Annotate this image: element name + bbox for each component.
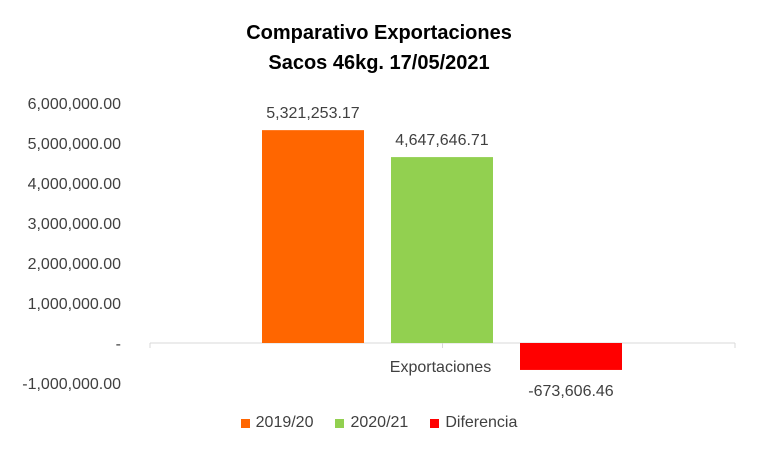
y-tick-label: 1,000,000.00 xyxy=(28,296,122,313)
category-label: Exportaciones xyxy=(390,359,491,376)
legend-swatch xyxy=(430,418,440,428)
chart-title: Comparativo Exportaciones xyxy=(246,22,512,44)
data-label: -673,606.46 xyxy=(528,383,614,400)
legend-label: 2019/20 xyxy=(255,414,314,431)
legend-label: Diferencia xyxy=(445,414,518,431)
y-tick-label: 3,000,000.00 xyxy=(28,216,122,233)
y-tick-label: 2,000,000.00 xyxy=(28,256,122,273)
y-tick-label: - xyxy=(116,336,121,353)
bar-2020-21 xyxy=(391,157,493,343)
y-tick-label: 5,000,000.00 xyxy=(28,136,122,153)
bar-2019-20 xyxy=(262,130,364,343)
y-tick-label: -1,000,000.00 xyxy=(22,376,121,393)
data-label: 4,647,646.71 xyxy=(395,132,489,149)
legend: 2019/20 2020/21 Diferencia xyxy=(0,414,758,432)
bar-diferencia xyxy=(520,343,622,370)
legend-swatch xyxy=(240,418,250,428)
legend-item-diferencia: Diferencia xyxy=(430,414,517,432)
data-label: 5,321,253.17 xyxy=(266,105,360,122)
legend-item-2019-20: 2019/20 xyxy=(240,414,314,432)
y-tick-label: 6,000,000.00 xyxy=(28,96,122,113)
legend-item-2020-21: 2020/21 xyxy=(335,414,408,432)
legend-label: 2020/21 xyxy=(350,414,409,431)
y-tick-label: 4,000,000.00 xyxy=(28,176,122,193)
chart-subtitle: Sacos 46kg. 17/05/2021 xyxy=(268,52,490,74)
chart-title-block: Comparativo Exportaciones Sacos 46kg. 17… xyxy=(0,18,758,78)
legend-swatch xyxy=(335,418,345,428)
